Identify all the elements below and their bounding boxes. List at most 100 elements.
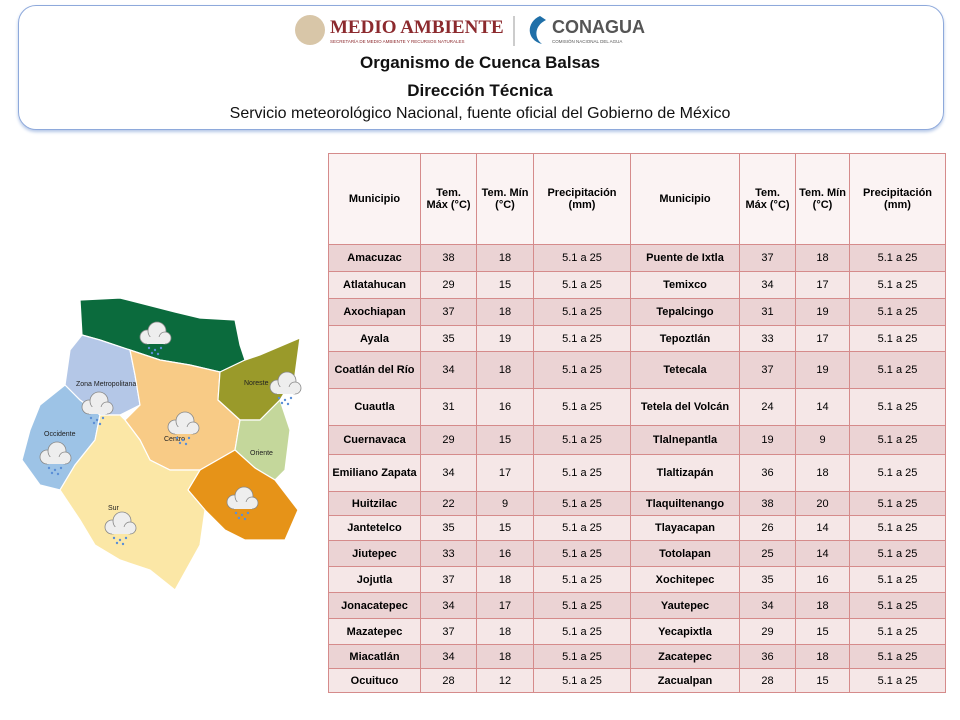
table-cell: 5.1 a 25 xyxy=(849,298,946,326)
table-row: Ocuituco 28 12 5.1 a 25 Zacualpan 28 15 5.1 a 2… xyxy=(328,668,946,693)
table-cell: Miacatlán xyxy=(328,644,421,669)
table-cell: 36 xyxy=(739,644,796,669)
table-cell: 5.1 a 25 xyxy=(849,668,946,693)
table-cell: 26 xyxy=(739,515,796,541)
table-cell: Puente de Ixtla xyxy=(630,244,740,272)
header-cell: Precipitación (mm) xyxy=(533,153,631,245)
table-cell: 5.1 a 25 xyxy=(849,540,946,567)
table-row: Cuautla 31 16 5.1 a 25 Tetela del Volcán 24 14… xyxy=(328,388,946,426)
table-cell: 38 xyxy=(739,491,796,516)
table-cell: Jonacatepec xyxy=(328,592,421,619)
region-label: Sur xyxy=(108,505,120,512)
table-cell: 14 xyxy=(795,388,850,426)
table-cell: Temixco xyxy=(630,271,740,299)
table-cell: 38 xyxy=(420,244,477,272)
table-cell: Jiutepec xyxy=(328,540,421,567)
table-cell: 5.1 a 25 xyxy=(533,351,631,389)
table-cell: 14 xyxy=(795,540,850,567)
table-row: Miacatlán 34 18 5.1 a 25 Zacatepec 36 18 5.1 a … xyxy=(328,644,946,669)
table-cell: 5.1 a 25 xyxy=(533,566,631,593)
table-cell: 35 xyxy=(420,325,477,352)
table-cell: 9 xyxy=(476,491,534,516)
table-row: Coatlán del Río 34 18 5.1 a 25 Tetecala 37 19 5… xyxy=(328,351,946,389)
map: Zona Metropolitana Noreste Occidente Cen… xyxy=(21,297,302,591)
table-cell: 19 xyxy=(476,325,534,352)
region-label: Noreste xyxy=(244,380,269,387)
table-cell: 17 xyxy=(795,271,850,299)
table-cell: 15 xyxy=(795,618,850,645)
table-cell: 18 xyxy=(795,244,850,272)
table-cell: 17 xyxy=(476,454,534,492)
table-row: Atlatahucan 29 15 5.1 a 25 Temixco 34 17 5.1 a … xyxy=(328,271,946,299)
table-row: Jonacatepec 34 17 5.1 a 25 Yautepec 34 18 5.1 a… xyxy=(328,592,946,619)
table-cell: 12 xyxy=(476,668,534,693)
table-cell: Totolapan xyxy=(630,540,740,567)
table-cell: Amacuzac xyxy=(328,244,421,272)
table-cell: 5.1 a 25 xyxy=(533,491,631,516)
table-cell: 34 xyxy=(420,644,477,669)
title: Organismo de Cuenca Balsas xyxy=(360,53,600,72)
table-cell: 5.1 a 25 xyxy=(849,244,946,272)
region-label: Occidente xyxy=(44,431,76,438)
table-row: Jojutla 37 18 5.1 a 25 Xochitepec 35 16 5.1 a 2… xyxy=(328,566,946,593)
table-cell: 16 xyxy=(476,388,534,426)
table-cell: 33 xyxy=(739,325,796,352)
table-row: Cuernavaca 29 15 5.1 a 25 Tlalnepantla 19 9 5.1… xyxy=(328,425,946,455)
logo-left-sub: SECRETARÍA DE MEDIO AMBIENTE Y RECURSOS … xyxy=(330,38,464,44)
table-cell: 24 xyxy=(739,388,796,426)
subtitle: Dirección Técnica xyxy=(407,81,553,100)
emblem xyxy=(295,15,325,45)
table-cell: Tlayacapan xyxy=(630,515,740,541)
table-cell: Coatlán del Río xyxy=(328,351,421,389)
table-cell: 5.1 a 25 xyxy=(533,515,631,541)
table-cell: 5.1 a 25 xyxy=(849,618,946,645)
region-label: Zona Metropolitana xyxy=(76,381,136,388)
table-cell: 19 xyxy=(795,298,850,326)
table-cell: 18 xyxy=(476,244,534,272)
table-cell: 5.1 a 25 xyxy=(849,425,946,455)
table-cell: 5.1 a 25 xyxy=(533,325,631,352)
table-cell: 5.1 a 25 xyxy=(849,566,946,593)
table-cell: 37 xyxy=(739,244,796,272)
table-cell: 5.1 a 25 xyxy=(849,644,946,669)
table-cell: 5.1 a 25 xyxy=(533,454,631,492)
table-cell: Yecapixtla xyxy=(630,618,740,645)
logo-left: MEDIO AMBIENTE xyxy=(330,17,504,38)
table-cell: Tlaltizapán xyxy=(630,454,740,492)
table-cell: 34 xyxy=(420,454,477,492)
table-cell: 33 xyxy=(420,540,477,567)
region-label: Oriente xyxy=(250,450,273,457)
table-cell: 18 xyxy=(476,618,534,645)
table-cell: 34 xyxy=(420,592,477,619)
table-cell: 25 xyxy=(739,540,796,567)
table-cell: 5.1 a 25 xyxy=(533,244,631,272)
header-cell: Tem. Mín (°C) xyxy=(795,153,850,245)
conagua-icon xyxy=(529,16,546,44)
table-cell: 18 xyxy=(795,454,850,492)
table-cell: 37 xyxy=(420,566,477,593)
table-cell: 35 xyxy=(420,515,477,541)
logos: MEDIO AMBIENTE SECRETARÍA DE MEDIO AMBIE… xyxy=(295,15,645,46)
table-cell: 18 xyxy=(795,644,850,669)
table-row: Emiliano Zapata 34 17 5.1 a 25 Tlaltizapán 36… xyxy=(328,454,946,492)
table-cell: Axochiapan xyxy=(328,298,421,326)
table-cell: Mazatepec xyxy=(328,618,421,645)
table-cell: 19 xyxy=(739,425,796,455)
table-cell: 28 xyxy=(739,668,796,693)
table-cell: 37 xyxy=(739,351,796,389)
table-cell: 18 xyxy=(476,351,534,389)
logo-right: CONAGUA xyxy=(552,17,645,37)
table-cell: Tlaquiltenango xyxy=(630,491,740,516)
table-cell: 5.1 a 25 xyxy=(849,271,946,299)
header-cell: Tem. Máx (°C) xyxy=(739,153,796,245)
table-cell: Yautepec xyxy=(630,592,740,619)
table-cell: 17 xyxy=(476,592,534,619)
table-cell: 5.1 a 25 xyxy=(533,618,631,645)
table-cell: Cuernavaca xyxy=(328,425,421,455)
table-cell: 29 xyxy=(420,425,477,455)
table-cell: 5.1 a 25 xyxy=(533,668,631,693)
header-cell: Precipitación (mm) xyxy=(849,153,946,245)
table-cell: Atlatahucan xyxy=(328,271,421,299)
table-row: Mazatepec 37 18 5.1 a 25 Yecapixtla 29 15 5.1 a… xyxy=(328,618,946,645)
table-cell: 14 xyxy=(795,515,850,541)
